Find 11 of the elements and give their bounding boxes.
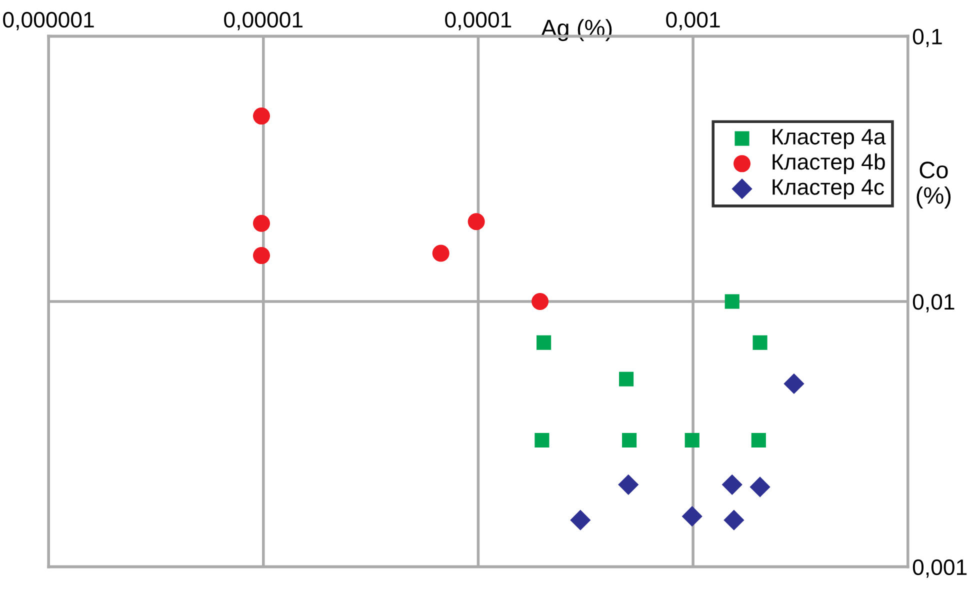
x-tick-label: 0,001 — [666, 12, 720, 30]
y-tick-label: 0,001 — [912, 559, 967, 578]
y-axis-title: Co (%) — [916, 162, 951, 208]
legend-label: Кластер 4a — [772, 129, 886, 149]
x-tick-label: 0,000001 — [3, 12, 94, 30]
legend-label: Кластер 4c — [772, 179, 884, 200]
x-tick-label: 0,00001 — [224, 12, 302, 30]
y-tick-label: 0,1 — [912, 28, 942, 48]
x-tick-label: 0,0001 — [445, 12, 512, 30]
legend-label: Кластер 4b — [772, 153, 885, 174]
y-tick-label: 0,01 — [912, 294, 954, 312]
